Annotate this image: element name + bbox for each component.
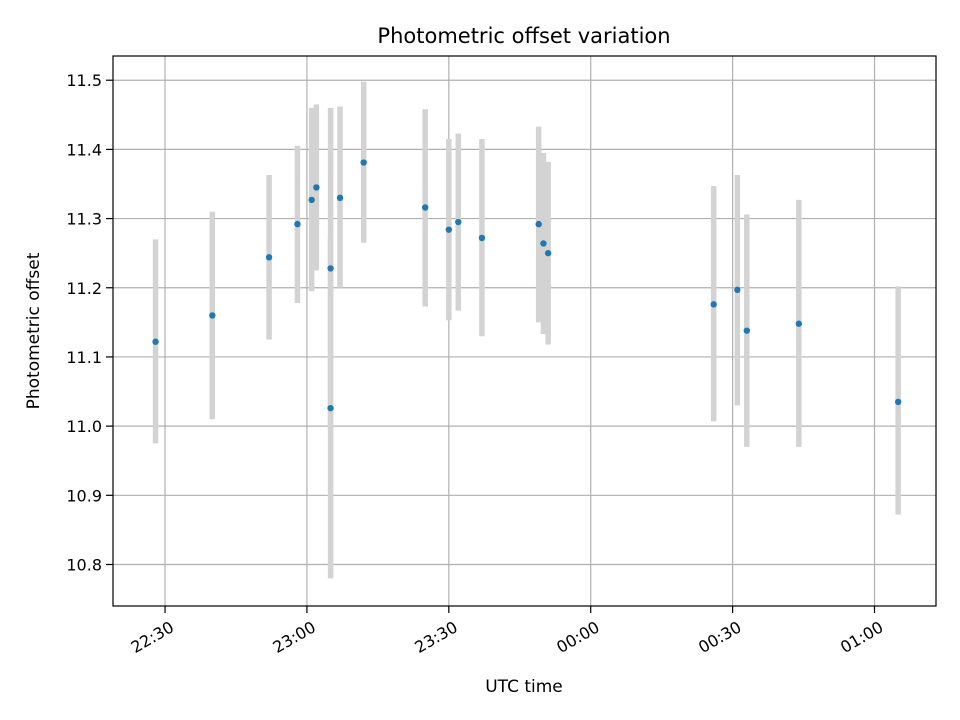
data-point [308,196,315,204]
y-tick-label: 10.8 [66,555,102,574]
data-point [894,398,902,406]
y-tick-label: 11.2 [66,279,102,298]
y-tick-label: 11.4 [66,140,102,159]
data-point [209,312,216,319]
plot-area-frame [112,55,937,607]
data-point [294,220,301,228]
data-point [265,254,273,261]
data-point [540,240,547,247]
data-point [544,249,552,257]
chart-title: Photometric offset variation [377,24,670,48]
y-tick-label: 10.9 [66,486,102,505]
y-tick-label: 11.0 [66,417,102,436]
grid-lines [113,56,936,606]
y-tick-label: 11.3 [66,210,102,229]
data-point [734,286,741,294]
data-point [455,218,462,226]
data-point [360,159,367,166]
data-point [327,265,334,272]
data-point [152,338,159,345]
y-axis-title: Photometric offset [24,252,44,409]
data-points [152,159,902,412]
data-point [445,226,453,233]
data-point [327,404,334,412]
data-point [421,204,429,211]
data-point [795,320,803,327]
y-tick-label: 11.5 [66,71,102,90]
data-point [710,301,717,308]
data-point [743,327,751,334]
data-point [478,234,486,242]
y-tick-label: 11.1 [66,348,102,367]
data-point [313,184,320,191]
data-point [535,220,542,228]
data-point [336,194,344,202]
y-axis: 10.8 10.9 11.0 11.1 11.2 11.3 11.4 11.5 [66,71,113,574]
x-axis-title: UTC time [485,677,563,697]
